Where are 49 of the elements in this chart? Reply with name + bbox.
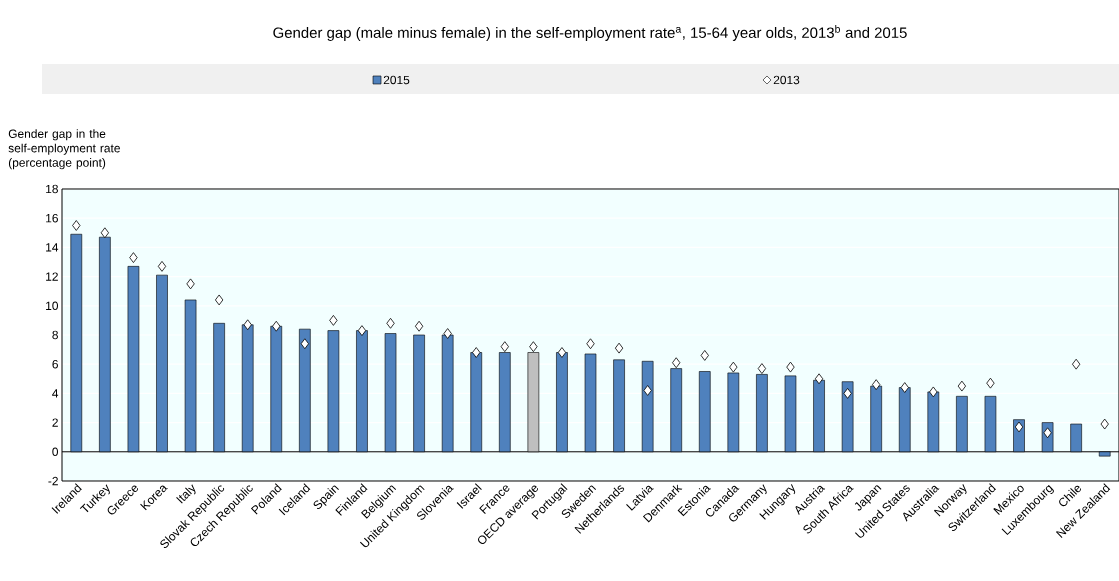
point (900, 382, 909, 393)
y-tick-label: 4 (52, 389, 59, 398)
y-tick-label: 6 (52, 359, 58, 369)
point (586, 338, 595, 350)
point (472, 347, 481, 358)
point (100, 227, 109, 239)
point (300, 338, 309, 350)
point (986, 377, 995, 389)
point (672, 357, 681, 369)
point (386, 317, 395, 329)
point (843, 388, 852, 399)
legend-label: 2013 (773, 75, 800, 85)
point (557, 347, 567, 358)
point (814, 373, 824, 385)
point (329, 315, 338, 326)
y-tick-label: 10 (46, 301, 59, 311)
point (243, 319, 252, 331)
point (500, 341, 509, 353)
y-tick-label: 14 (46, 243, 59, 252)
point (929, 386, 938, 398)
point (129, 252, 138, 263)
y-tick-label: 16 (46, 213, 58, 223)
point (72, 220, 81, 231)
point (757, 363, 767, 374)
point (643, 385, 652, 396)
point (614, 342, 624, 354)
point (529, 341, 538, 353)
y-tick-label: 0 (52, 447, 59, 457)
point (215, 294, 224, 306)
point (729, 361, 738, 373)
y-tick-label: 18 (46, 184, 58, 194)
y-axis-title: Gender gap in the self-employment rate (percentage point) (8, 129, 120, 170)
point (157, 260, 167, 272)
point (443, 328, 452, 339)
point (272, 320, 281, 332)
chart-title: Gender gap (male minus female) in the self-employment rate$^{a}$, 15-64 year olds, 2013$^{b}$ and 2015 (273, 25, 907, 41)
point (414, 320, 424, 332)
point (1014, 421, 1024, 433)
y-tick-label: 12 (46, 272, 58, 281)
y-tick-label: 2 (52, 418, 58, 427)
point (357, 325, 367, 336)
point (1072, 358, 1081, 370)
point (786, 361, 795, 373)
legend-label: 2015 (383, 75, 410, 85)
point (700, 350, 709, 361)
point (186, 278, 195, 290)
y-tick-label: 8 (52, 330, 58, 340)
point (872, 379, 881, 391)
point (957, 380, 967, 392)
